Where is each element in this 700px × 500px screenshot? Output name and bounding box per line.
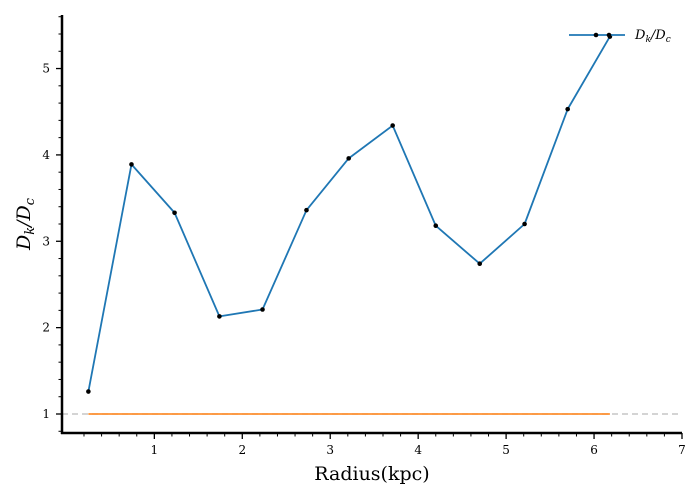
y-tick-label: 5 xyxy=(42,62,50,76)
data-point xyxy=(172,210,177,216)
data-point xyxy=(433,223,439,229)
y-axis-label: Dk/Dc xyxy=(13,197,38,251)
data-point xyxy=(522,221,527,227)
data-point xyxy=(129,162,134,167)
y-tick-label: 2 xyxy=(42,321,50,335)
series-line xyxy=(87,36,611,392)
axes: 1 2 3 4 5 6 7 1 2 3 4 5 xyxy=(42,15,686,457)
data-point xyxy=(477,261,483,267)
data-point xyxy=(346,156,351,161)
data-point xyxy=(260,307,265,312)
x-tick-label: 6 xyxy=(590,443,598,457)
data-point xyxy=(86,389,91,394)
y-tick-label: 1 xyxy=(42,407,50,421)
data-point xyxy=(565,106,570,112)
legend: Dk/Dc xyxy=(569,28,671,45)
x-tick-label: 3 xyxy=(326,443,334,457)
legend-marker xyxy=(593,32,599,38)
x-axis-label: Radius(kpc) xyxy=(314,463,429,485)
data-point xyxy=(304,207,309,213)
y-tick-label: 4 xyxy=(42,148,50,162)
y-tick-label: 3 xyxy=(42,234,50,248)
legend-label: Dk/Dc xyxy=(634,28,671,45)
x-tick-label: 2 xyxy=(238,443,246,457)
series-layer xyxy=(86,34,613,394)
legend-marker xyxy=(606,32,612,38)
x-tick-label: 5 xyxy=(502,443,510,457)
x-tick-label: 7 xyxy=(678,443,686,457)
data-point xyxy=(217,314,222,319)
x-tick-label: 4 xyxy=(414,443,422,457)
data-point xyxy=(390,123,395,128)
x-tick-label: 1 xyxy=(151,443,159,457)
